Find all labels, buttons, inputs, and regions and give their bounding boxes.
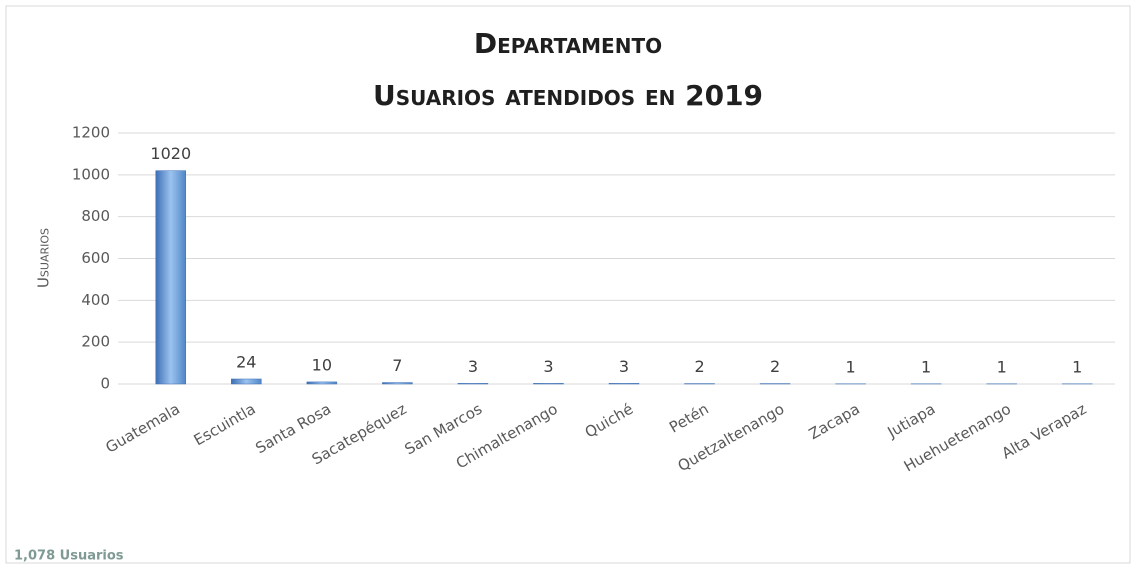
data-label: 1	[846, 357, 856, 376]
chart-subtitle: Usuarios atendidos en 2019	[373, 79, 763, 112]
annotation: 1,078 Usuarios	[14, 549, 124, 564]
y-tick-label: 1000	[72, 165, 110, 183]
data-label: 1	[997, 357, 1007, 376]
chart-border	[5, 5, 1131, 564]
y-axis-label: Usuarios	[35, 228, 53, 288]
y-tick-label: 1200	[72, 124, 110, 142]
bar	[608, 383, 640, 385]
chart-title: Departamento	[474, 27, 662, 60]
data-label: 2	[770, 357, 780, 376]
bar	[533, 383, 564, 385]
data-label: 1	[921, 357, 931, 376]
data-label: 24	[236, 352, 256, 371]
bar	[457, 383, 489, 385]
data-label: 2	[694, 357, 704, 376]
data-label: 1	[1072, 357, 1082, 376]
data-label: 3	[468, 357, 478, 376]
bar	[231, 378, 262, 385]
data-label: 7	[392, 356, 402, 375]
data-label: 10	[312, 355, 332, 374]
y-tick-label: 400	[81, 291, 110, 309]
y-tick-label: 600	[81, 249, 110, 267]
bar	[306, 381, 338, 385]
y-tick-label: 200	[81, 333, 110, 351]
bar	[382, 382, 413, 385]
bar	[155, 170, 187, 385]
y-tick-label: 0	[100, 375, 110, 393]
data-label: 3	[543, 357, 553, 376]
data-label: 3	[619, 357, 629, 376]
y-tick-label: 800	[81, 207, 110, 225]
data-label: 1020	[150, 144, 191, 163]
